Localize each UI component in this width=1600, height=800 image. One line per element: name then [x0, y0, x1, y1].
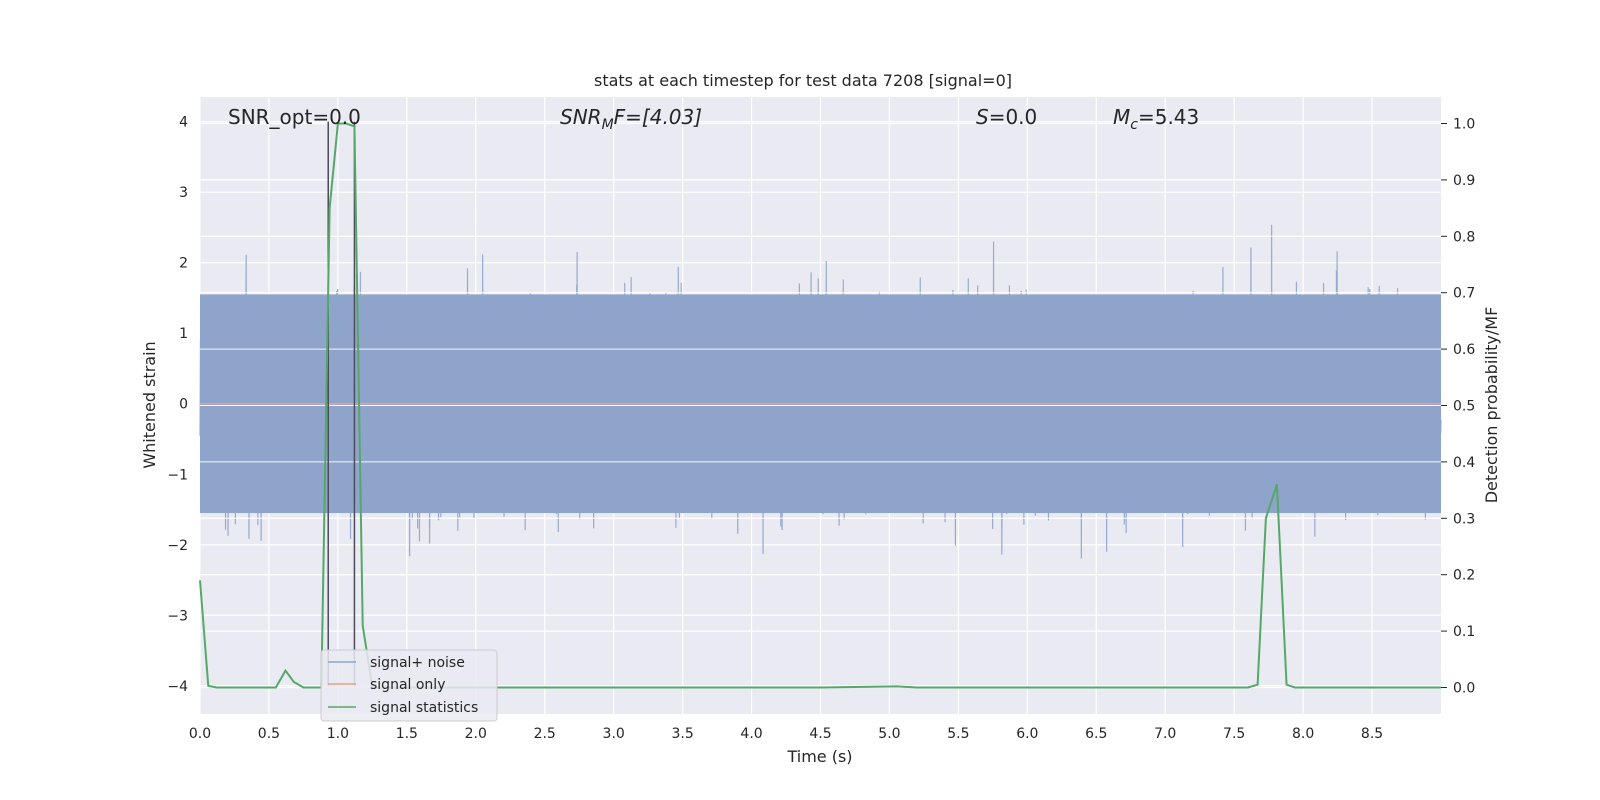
- x-axis-label: Time (s): [786, 747, 852, 766]
- legend: signal+ noise signal only signal statist…: [320, 649, 498, 722]
- legend-label-statistics: signal statistics: [370, 700, 478, 716]
- y-axis-label: Whitened strain: [140, 341, 159, 468]
- y-right-tick-label: 0.6: [1453, 342, 1475, 358]
- x-tick-label: 4.5: [809, 726, 831, 742]
- y-right-tick-label: 1.0: [1453, 117, 1475, 133]
- x-tick-label: 4.0: [740, 726, 762, 742]
- mc-annotation: Mc=5.43: [1113, 105, 1199, 133]
- y-tick-label: 2: [179, 256, 188, 272]
- x-tick-label: 5.5: [947, 726, 969, 742]
- chart-title: stats at each timestep for test data 720…: [594, 71, 1012, 90]
- y-right-tick-label: 0.3: [1453, 511, 1475, 527]
- y-tick-label: 1: [179, 326, 188, 342]
- x-tick-label: 6.0: [1016, 726, 1038, 742]
- x-tick-label: 8.0: [1292, 726, 1314, 742]
- y-right-tick-label: 0.4: [1453, 455, 1475, 471]
- y-right-tick-label: 0.9: [1453, 173, 1475, 189]
- legend-box: [320, 649, 498, 722]
- snr-mf-value: F=[4.03]: [614, 105, 702, 129]
- x-tick-label: 0.0: [189, 726, 211, 742]
- x-tick-label: 7.0: [1154, 726, 1176, 742]
- x-tick-labels: 0.0 0.5 1.0 1.5 2.0 2.5 3.0 3.5 4.0 4.5 5.0 5.5 6.0 6…: [189, 726, 1383, 742]
- snr-mf-subscript: M: [602, 117, 614, 133]
- x-tick-label: 1.5: [396, 726, 418, 742]
- y-tick-label: −2: [167, 538, 188, 554]
- x-tick-label: 7.5: [1223, 726, 1245, 742]
- y-right-tick-label: 0.1: [1453, 624, 1475, 640]
- x-tick-label: 6.5: [1085, 726, 1107, 742]
- x-tick-label: 0.5: [258, 726, 280, 742]
- y-tick-label: 4: [179, 115, 188, 131]
- x-tick-label: 2.5: [534, 726, 556, 742]
- x-tick-label: 3.0: [603, 726, 625, 742]
- x-tick-label: 8.5: [1361, 726, 1383, 742]
- legend-label-noise: signal+ noise: [370, 655, 465, 671]
- y-tick-labels: 4 3 2 1 0 −1 −2 −3 −4: [167, 115, 188, 695]
- mc-subscript: c: [1130, 117, 1138, 133]
- x-tick-label: 3.5: [671, 726, 693, 742]
- snr-opt-annotation: SNR_opt=0.0: [228, 105, 361, 129]
- y-right-tick-label: 0.0: [1453, 680, 1475, 696]
- snr-opt-text: SNR_opt=0.0: [228, 105, 361, 129]
- y-right-tick-label: 0.5: [1453, 399, 1475, 415]
- x-tick-label: 1.0: [327, 726, 349, 742]
- s-value: =0.0: [989, 105, 1038, 129]
- x-tick-label: 5.0: [878, 726, 900, 742]
- y-right-tick-labels: 1.0 0.9 0.8 0.7 0.6 0.5 0.4 0.3 0.2 0.1 0.0: [1441, 117, 1475, 696]
- y-tick-label: −3: [167, 608, 188, 624]
- s-symbol: S: [976, 105, 989, 129]
- y-tick-label: −4: [167, 679, 188, 695]
- y-tick-label: 3: [179, 185, 188, 201]
- y-tick-label: 0: [179, 397, 188, 413]
- y-right-axis-label: Detection probability/MF: [1482, 307, 1501, 504]
- mc-symbol: M: [1113, 105, 1130, 129]
- y-tick-label: −1: [167, 467, 188, 483]
- y-right-tick-label: 0.7: [1453, 286, 1475, 302]
- legend-label-signal: signal only: [370, 677, 445, 693]
- snr-mf-symbol: SNR: [560, 105, 602, 129]
- s-annotation: S=0.0: [976, 105, 1037, 129]
- y-right-tick-label: 0.8: [1453, 229, 1475, 245]
- x-tick-label: 2.0: [465, 726, 487, 742]
- snr-mf-annotation: SNRMF=[4.03]: [560, 105, 702, 133]
- y-right-tick-label: 0.2: [1453, 568, 1475, 584]
- mc-value: =5.43: [1138, 105, 1199, 129]
